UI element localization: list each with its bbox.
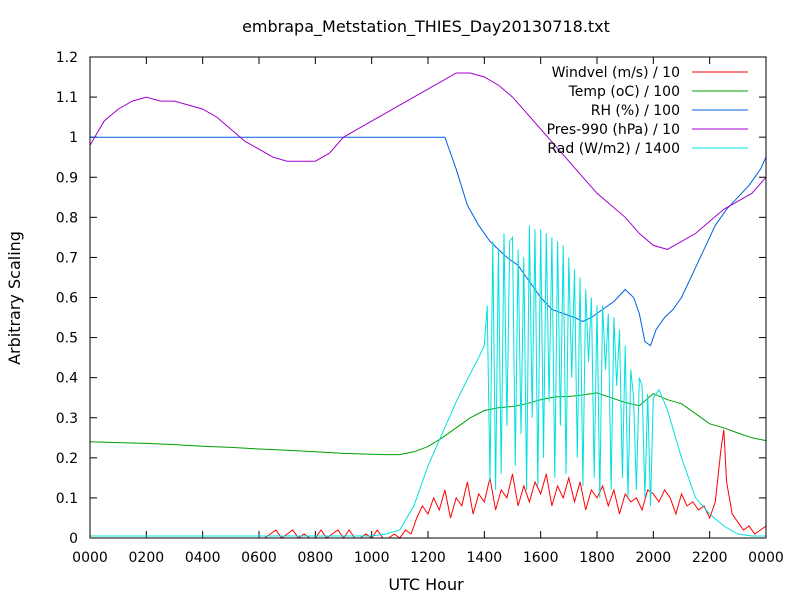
y-tick-label: 0.7 [56,250,78,266]
y-tick-label: 0.9 [56,170,78,186]
x-tick-label: 1800 [579,550,615,566]
y-tick-label: 1.1 [56,90,78,106]
x-tick-label: 1000 [354,550,390,566]
x-tick-label: 0400 [185,550,221,566]
x-tick-label: 0600 [241,550,277,566]
x-tick-label: 0200 [129,550,165,566]
chart-title: embrapa_Metstation_THIES_Day20130718.txt [242,17,610,37]
y-tick-group: 0 0.1 0.2 0.3 0.4 0.5 0.6 0.7 0.8 0.9 1 1.1 1.2 [56,50,766,547]
y-tick-label: 0.3 [56,411,78,427]
series-line-1 [89,392,767,456]
series-line-0 [90,429,767,539]
x-axis-label: UTC Hour [388,575,464,594]
y-tick-label: 1 [69,130,78,146]
y-tick-label: 0.2 [56,451,78,467]
y-tick-label: 0.5 [56,331,78,347]
x-tick-label: 2000 [636,550,672,566]
y-tick-label: 0.6 [56,291,78,307]
y-tick-label: 1.2 [56,50,78,66]
series-layer [89,72,767,539]
legend-label: RH (%) / 100 [591,103,680,119]
legend-label: Rad (W/m2) / 1400 [547,141,680,157]
series-line-3 [89,72,767,250]
legend: Windvel (m/s) / 10 Temp (oC) / 100 RH (%) … [547,65,748,157]
x-tick-label: 0800 [298,550,334,566]
x-tick-label: 1200 [410,550,446,566]
series-line-4 [90,225,766,537]
x-tick-label: 1600 [523,550,559,566]
y-tick-label: 0.4 [56,371,78,387]
x-tick-label: 2200 [692,550,728,566]
y-tick-label: 0 [69,531,78,547]
x-tick-label: 0000 [748,550,784,566]
y-axis-label: Arbitrary Scaling [5,231,24,365]
series-line-2 [90,136,767,347]
plot-border [89,56,767,539]
x-tick-group: 0000 0200 0400 0600 0800 1000 1200 1400 1600 1800… [72,57,784,566]
legend-label: Temp (oC) / 100 [568,84,680,100]
x-tick-label: 0000 [72,550,108,566]
legend-label: Pres-990 (hPa) / 10 [547,122,680,138]
y-tick-label: 0.8 [56,210,78,226]
y-tick-label: 0.1 [56,491,78,507]
x-tick-label: 1400 [467,550,503,566]
legend-label: Windvel (m/s) / 10 [552,65,680,81]
